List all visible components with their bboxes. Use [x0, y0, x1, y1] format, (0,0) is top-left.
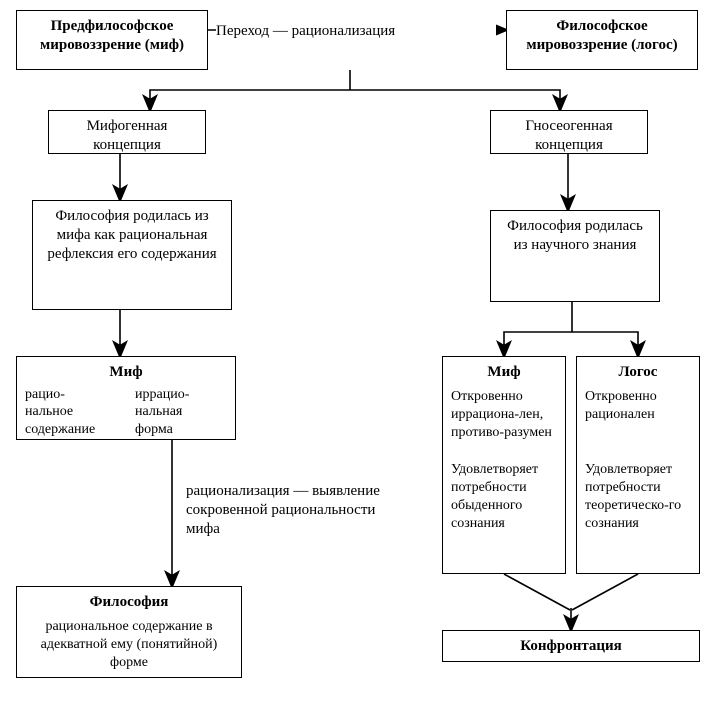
myth-irrational-side: иррацио- нальная форма: [135, 386, 227, 439]
node-logos-right: Логос Откровенно рационален Удовлетворяе…: [576, 356, 700, 574]
node-gnoseogenic: Гносеогенная концепция: [490, 110, 648, 154]
node-myth-right: Миф Откровенно иррациона-лен, противо-ра…: [442, 356, 566, 574]
node-philosophy-result: Философия рациональное содержание в адек…: [16, 586, 242, 678]
node-philosophical: Философское мировоззрение (логос): [506, 10, 698, 70]
node-from-science: Философия родилась из научного знания: [490, 210, 660, 302]
diagram-stage: Предфилософское мировоззрение (миф) Фило…: [0, 0, 714, 701]
label-transition: Переход — рационализация: [216, 22, 496, 41]
node-logos-right-body: Откровенно рационален Удовлетворяет потр…: [585, 382, 691, 534]
myth-rational-side: рацио- нальное содержание: [25, 386, 117, 439]
node-myth-right-body: Откровенно иррациона-лен, противо-разуме…: [451, 382, 557, 534]
node-myth-split: Миф рацио- нальное содержание иррацио- н…: [16, 356, 236, 440]
node-philosophy-result-body: рациональное содержание в адекватной ему…: [25, 612, 233, 673]
label-rationalization: рационализация — выявление сокровенной р…: [186, 482, 406, 538]
node-prephilosophical: Предфилософское мировоззрение (миф): [16, 10, 208, 70]
node-mythogenic: Мифогенная концепция: [48, 110, 206, 154]
node-from-myth: Философия родилась из мифа как рациональ…: [32, 200, 232, 310]
node-confrontation: Конфронтация: [442, 630, 700, 662]
